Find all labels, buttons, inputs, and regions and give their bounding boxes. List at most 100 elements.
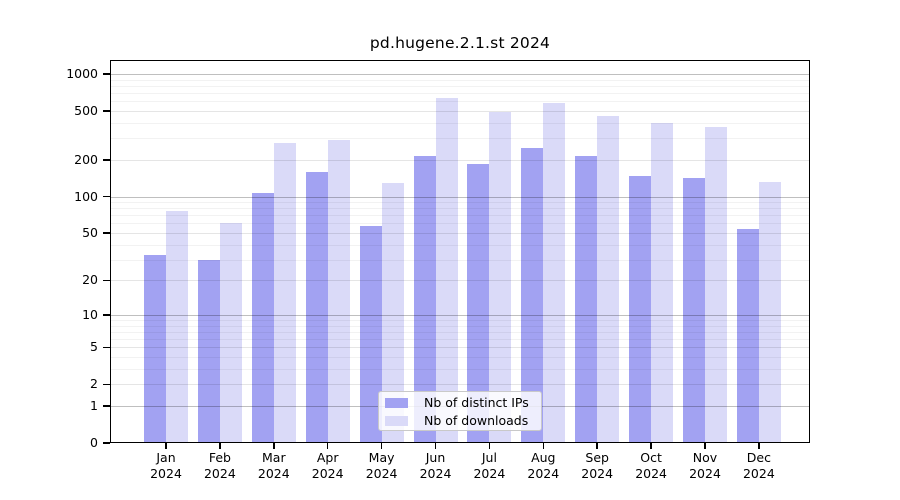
gridline-50 [110,233,810,234]
bar-downloads-dec [758,182,781,443]
x-tick-label-jul: Jul 2024 [457,450,521,482]
legend-swatch-distinct-ips [385,397,408,408]
x-label-year: 2024 [365,466,398,481]
gridline-2 [110,384,810,386]
legend-label-downloads: Nb of downloads [424,413,529,428]
gridline-700 [110,93,810,95]
chart-title: pd.hugene.2.1.st 2024 [369,34,551,52]
y-tick-500 [103,110,110,112]
y-tick-100 [103,195,110,198]
bar-ips-oct [629,176,652,443]
bar-ips-jan [144,254,166,443]
x-label-month: Oct [640,450,662,465]
x-label-year: 2024 [473,466,506,481]
y-tick-label-100: 100 [74,188,98,204]
y-tick-1 [103,405,110,407]
y-tick-20 [103,279,110,282]
x-label-year: 2024 [527,466,560,481]
gridline-100 [110,196,810,198]
x-tick-label-feb: Feb 2024 [188,450,252,482]
x-tick-label-dec: Dec 2024 [727,450,791,482]
x-tick-may [380,443,383,449]
bar-downloads-jan [166,211,188,443]
gridline-40 [110,244,810,246]
gridline-8 [110,325,810,327]
x-label-year: 2024 [203,466,236,481]
gridline-500 [110,110,810,112]
x-label-month: Sep [585,450,609,465]
gridline-70 [110,215,810,217]
x-tick-label-sep: Sep 2024 [565,450,629,482]
x-label-month: Nov [692,450,718,465]
x-tick-label-mar: Mar 2024 [242,450,306,482]
x-tick-label-oct: Oct 2024 [619,450,683,482]
x-tick-label-aug: Aug 2024 [511,450,575,482]
legend-item-distinct-ips: Nb of distinct IPs [379,394,541,412]
x-label-month: Dec [746,450,771,465]
y-tick-label-10: 10 [82,306,98,322]
x-label-month: Jul [481,450,497,465]
gridline-5 [110,347,810,349]
bar-downloads-jun [435,98,458,443]
bar-ips-jul [467,163,490,443]
bar-downloads-may [381,182,404,443]
bar-ips-nov [683,177,705,443]
x-label-year: 2024 [150,466,182,481]
y-tick-2 [103,383,110,386]
x-tick-dec [758,443,760,449]
x-tick-jul [488,443,491,449]
y-tick-0 [103,442,110,444]
x-tick-label-nov: Nov 2024 [673,450,737,482]
y-tick-label-5: 5 [90,339,98,355]
x-tick-label-apr: Apr 2024 [296,450,360,482]
bar-ips-may [359,226,382,443]
y-tick-label-1000: 1000 [66,66,98,81]
x-label-year: 2024 [689,466,721,481]
bar-ips-apr [305,171,328,443]
y-tick-label-500: 500 [74,102,98,118]
gridline-900 [110,79,810,81]
gridline-60 [110,223,810,225]
bar-downloads-mar [273,143,296,443]
x-tick-jun [434,443,437,449]
x-tick-label-may: May 2024 [350,450,414,482]
x-label-month: Jan [156,450,176,465]
bar-ips-jun [413,155,436,443]
y-tick-label-20: 20 [82,272,98,288]
gridline-80 [110,208,810,210]
y-tick-label-200: 200 [74,151,98,167]
gridline-600 [110,101,810,103]
bars-layer [110,60,810,443]
bar-ips-feb [197,259,220,443]
bar-ips-sep [575,156,598,443]
bar-ips-aug [521,148,544,443]
x-tick-oct [650,443,652,449]
y-tick-200 [103,159,110,161]
y-tick-label-50: 50 [82,225,98,240]
x-tick-label-jun: Jun 2024 [404,450,468,482]
x-label-year: 2024 [742,466,775,481]
x-tick-apr [326,443,329,449]
gridline-300 [110,138,810,140]
x-label-year: 2024 [311,466,344,481]
gridline-20 [110,280,810,282]
x-label-year: 2024 [257,466,290,481]
y-tick-5 [103,346,110,349]
x-label-month: May [368,450,395,465]
y-tick-label-2: 2 [90,376,98,392]
legend-swatch-downloads [385,415,408,426]
bar-downloads-feb [219,223,242,443]
bar-ips-mar [251,193,274,443]
x-tick-nov [704,443,706,449]
y-tick-1000 [103,73,110,75]
bar-downloads-apr [327,139,350,443]
gridline-800 [110,85,810,87]
grid-layer [110,60,810,443]
x-label-month: Aug [531,450,556,465]
x-label-month: Apr [316,450,339,465]
plot-area: Nb of distinct IPs Nb of downloads [110,60,810,443]
bar-downloads-aug [543,102,566,443]
gridline-9 [110,320,810,322]
x-label-year: 2024 [581,466,614,481]
